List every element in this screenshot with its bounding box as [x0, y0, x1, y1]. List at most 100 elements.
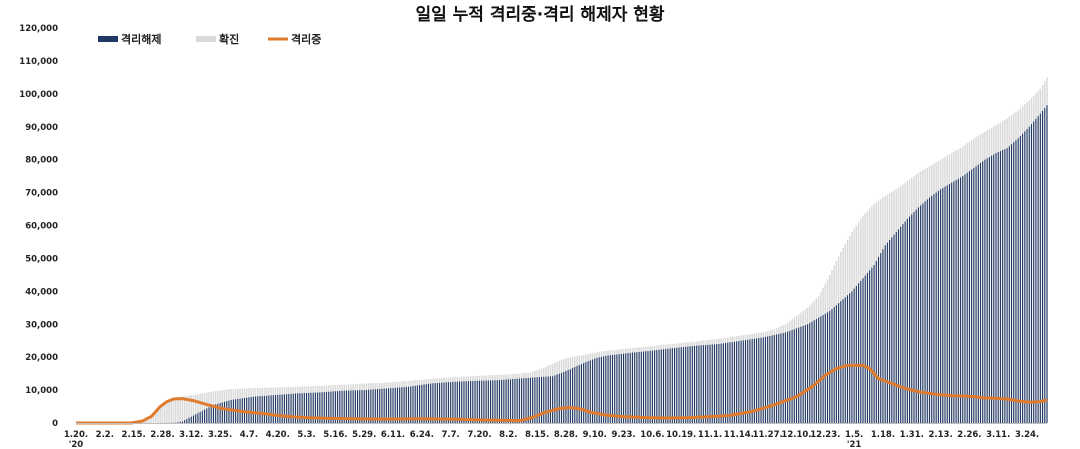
released-bar [208, 407, 210, 423]
released-bar [204, 409, 206, 423]
legend-swatch-released [98, 36, 118, 42]
released-bar [456, 381, 458, 423]
released-bar [470, 381, 472, 423]
released-bar [1013, 142, 1015, 423]
year-label: '20 [69, 440, 84, 449]
released-bar [228, 400, 230, 423]
x-tick-label: 8.2. [499, 430, 517, 440]
chart-title: 일일 누적 격리중·격리 해제자 현황 [415, 5, 664, 25]
released-bar [744, 340, 747, 423]
x-tick-label: 3.12. [179, 430, 203, 440]
x-tick-label: 3.24. [1015, 430, 1039, 440]
x-tick-label: 8.15. [525, 430, 549, 440]
confirmed-bar [159, 406, 161, 423]
released-bar [1030, 124, 1033, 424]
released-bar [569, 369, 571, 423]
x-tick-label: 1.20. [64, 430, 88, 440]
x-tick-label: 2.2. [96, 430, 114, 440]
released-bar [767, 336, 769, 423]
released-bar [886, 242, 888, 423]
released-bar [496, 380, 498, 423]
released-bar [634, 352, 636, 423]
released-bar [651, 350, 653, 423]
released-bar [835, 305, 837, 423]
released-bar [640, 351, 642, 423]
released-bar [1022, 133, 1024, 423]
y-tick-label: 0 [52, 419, 58, 429]
released-bar [616, 354, 618, 423]
released-bar [529, 377, 532, 423]
released-bar [1046, 105, 1048, 423]
released-bar [860, 280, 862, 423]
released-bar [259, 396, 261, 423]
released-bar [481, 380, 483, 423]
released-bar [332, 391, 334, 423]
released-bar [795, 328, 798, 423]
released-bar [350, 390, 352, 423]
x-tick-label: 5.29. [352, 430, 376, 440]
released-bar [689, 346, 691, 423]
released-bar [671, 348, 673, 423]
released-bar [381, 388, 383, 423]
released-bar [691, 346, 693, 423]
released-bar [705, 344, 707, 423]
released-bar [215, 404, 217, 423]
released-bar [263, 395, 265, 423]
released-bar [427, 383, 430, 423]
released-bar [999, 151, 1001, 424]
released-bar [740, 340, 742, 423]
released-bar [984, 159, 986, 424]
released-bar [192, 415, 195, 423]
released-bar [654, 350, 656, 423]
released-bar [802, 325, 804, 423]
released-bar [556, 374, 558, 423]
axis-layer: 0 10,000 20,000 30,000 40,000 50,000 60,000 70,… [19, 24, 1047, 449]
released-bar [713, 344, 716, 423]
released-bar [184, 420, 186, 423]
released-bar [986, 158, 988, 423]
released-bar [815, 318, 817, 423]
released-bar [591, 359, 594, 423]
released-bar [964, 174, 966, 423]
released-bar [804, 325, 806, 423]
released-bar [638, 351, 640, 423]
released-bar [849, 293, 851, 423]
x-tick-label: 8.28. [554, 430, 578, 440]
x-tick-label: 2.28. [150, 430, 174, 440]
released-bar [337, 391, 339, 423]
released-bar [600, 356, 602, 423]
y-tick-label: 20,000 [25, 353, 58, 363]
released-bar [623, 353, 625, 423]
released-bar [357, 390, 359, 423]
x-tick-label: 2.13. [928, 430, 952, 440]
released-bar [339, 390, 341, 423]
released-bar [343, 390, 345, 423]
released-bar [558, 373, 560, 423]
released-bar [465, 381, 467, 423]
released-bar [541, 376, 543, 423]
released-bar [913, 212, 915, 423]
x-tick-label: 5.16. [323, 430, 347, 440]
released-bar [412, 386, 414, 423]
confirmed-bar [192, 394, 195, 423]
released-bar [436, 383, 438, 423]
released-bar [924, 201, 926, 423]
confirmed-bar [183, 396, 186, 423]
released-bar [629, 352, 631, 423]
released-bar [760, 337, 762, 423]
released-bar [328, 391, 330, 423]
released-bar [966, 172, 968, 423]
released-bar [1026, 129, 1028, 424]
released-bar [893, 234, 895, 423]
released-bar [698, 345, 700, 423]
released-bar [521, 378, 523, 423]
released-bar [680, 347, 682, 423]
released-bar [935, 192, 937, 423]
released-bar [523, 378, 525, 423]
released-bar [647, 351, 649, 423]
released-bar [968, 171, 970, 423]
released-bar [549, 376, 551, 423]
released-bar [611, 354, 614, 423]
confirmed-bar [155, 409, 157, 423]
